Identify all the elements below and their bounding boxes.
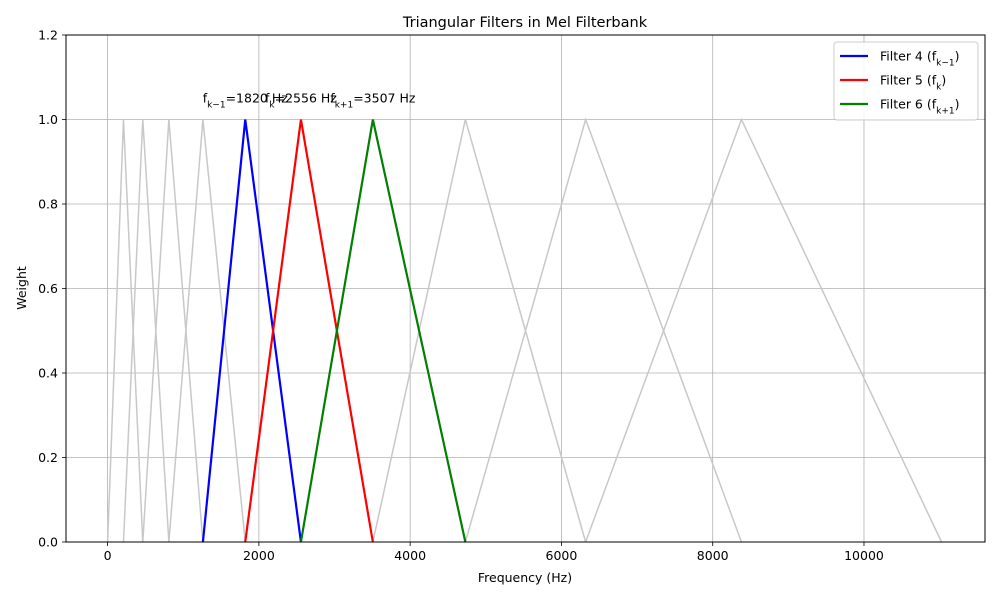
y-tick-label: 1.2: [38, 28, 58, 43]
legend-entry-label: Filter 4 (fk−1): [880, 49, 960, 69]
y-tick-label: 0.0: [38, 535, 58, 550]
x-axis-label: Frequency (Hz): [478, 570, 572, 585]
series-line-filter-5: [244, 119, 374, 543]
background-filter-line: [464, 117, 743, 543]
y-tick-label: 0.8: [38, 197, 58, 212]
legend: Filter 4 (fk−1) Filter 5 (fk) Filter 6 (fk…: [833, 41, 979, 121]
x-tick-label: 4000: [394, 548, 426, 563]
peak-annotation: fk+1=3507 Hz: [330, 90, 416, 110]
legend-box: [833, 41, 979, 121]
highlighted-filters: [201, 119, 467, 543]
x-tick-label: 10000: [844, 548, 884, 563]
peak-annotation: fk−1=1820 Hz: [203, 90, 289, 110]
background-filter-line: [584, 117, 943, 543]
background-filter-line: [106, 119, 144, 543]
chart-title: Triangular Filters in Mel Filterbank: [402, 15, 648, 31]
peak-annotation: fk=2556 Hz: [265, 90, 337, 110]
background-filter-line: [372, 119, 587, 543]
y-axis-label: Weight: [14, 266, 29, 310]
x-tick-label: 6000: [546, 548, 578, 563]
x-tick-label: 2000: [243, 548, 275, 563]
series-line-filter-4: [201, 119, 303, 543]
background-filter-line: [142, 119, 204, 543]
y-tick-label: 1.0: [38, 112, 58, 127]
y-tick-label: 0.4: [38, 366, 58, 381]
legend-entry-label: Filter 6 (fk+1): [880, 97, 960, 117]
background-filter-line: [168, 119, 247, 543]
y-tick-label: 0.2: [38, 450, 58, 465]
x-axis-ticks: 0 2000 4000 6000 8000 10000: [104, 542, 884, 563]
legend-entry-label: Filter 5 (fk): [880, 73, 946, 93]
series-line-filter-6: [299, 119, 467, 543]
x-tick-label: 0: [104, 548, 112, 563]
y-tick-label: 0.6: [38, 281, 58, 296]
x-tick-label: 8000: [697, 548, 729, 563]
y-axis-ticks: 0.0 0.2 0.4 0.6 0.8 1.0 1.2: [38, 28, 66, 550]
background-filters: [106, 117, 943, 543]
background-filter-line: [122, 119, 170, 543]
